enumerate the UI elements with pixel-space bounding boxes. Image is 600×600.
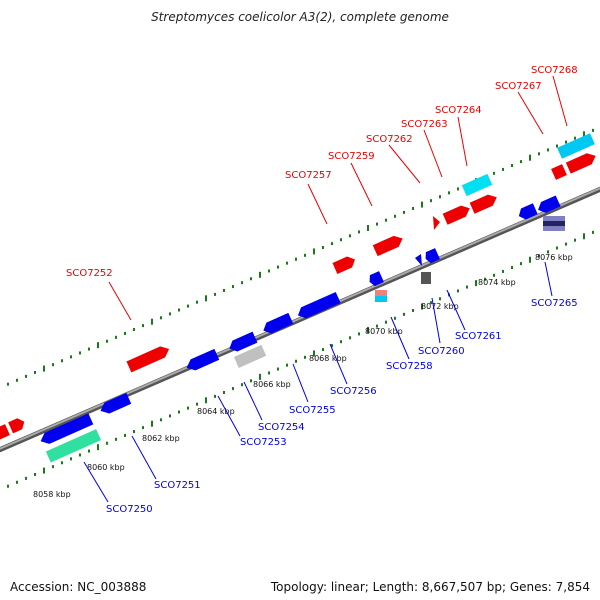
scale-label: 8076 kbp bbox=[535, 253, 573, 262]
gene-label[interactable]: SCO7268 bbox=[531, 65, 578, 76]
gene-label[interactable]: SCO7259 bbox=[328, 151, 375, 162]
gene-feature[interactable] bbox=[557, 133, 595, 159]
gene-feature[interactable] bbox=[423, 248, 440, 264]
scale-label: 8068 kbp bbox=[309, 354, 347, 363]
callout-line bbox=[307, 183, 328, 225]
genome-summary-text: Topology: linear; Length: 8,667,507 bp; … bbox=[270, 580, 590, 594]
callout-line bbox=[292, 363, 309, 403]
gene-feature[interactable] bbox=[516, 203, 538, 221]
callout-line bbox=[108, 281, 132, 321]
callout-line bbox=[446, 289, 466, 331]
gene-feature[interactable] bbox=[543, 216, 565, 221]
gene-label[interactable]: SCO7267 bbox=[495, 81, 542, 92]
gene-feature[interactable] bbox=[0, 424, 10, 442]
callout-line bbox=[390, 316, 410, 360]
callout-line bbox=[243, 381, 263, 421]
gene-label[interactable]: SCO7253 bbox=[240, 437, 287, 448]
scale-label: 8062 kbp bbox=[142, 434, 180, 443]
gene-label[interactable]: SCO7256 bbox=[330, 386, 377, 397]
scale-labels: 8058 kbp 8060 kbp 8062 kbp 8064 kbp 8066… bbox=[33, 253, 573, 499]
callout-line bbox=[457, 116, 468, 167]
callout-line bbox=[329, 343, 348, 385]
gene-feature[interactable] bbox=[536, 195, 561, 215]
gene-feature[interactable] bbox=[98, 392, 132, 417]
gene-feature[interactable] bbox=[442, 203, 473, 225]
gene-feature[interactable] bbox=[551, 164, 567, 180]
gene-label[interactable]: SCO7251 bbox=[154, 480, 201, 491]
callout-line bbox=[431, 297, 441, 344]
gene-feature[interactable] bbox=[184, 348, 220, 373]
gene-label[interactable]: SCO7262 bbox=[366, 134, 413, 145]
gene-label[interactable]: SCO7258 bbox=[386, 361, 433, 372]
reverse-gene-labels: SCO7250 SCO7251 SCO7253 SCO7254 SCO7255 … bbox=[106, 298, 578, 515]
gene-label[interactable]: SCO7261 bbox=[455, 331, 502, 342]
gene-feature[interactable] bbox=[375, 296, 387, 302]
callout-line bbox=[131, 435, 157, 480]
reverse-callouts bbox=[83, 261, 553, 503]
gene-label[interactable]: SCO7257 bbox=[285, 170, 332, 181]
callout-line bbox=[552, 75, 568, 127]
gene-feature[interactable] bbox=[38, 413, 94, 446]
scale-label: 8072 kbp bbox=[421, 302, 459, 311]
gene-feature[interactable] bbox=[332, 254, 358, 274]
gene-feature[interactable] bbox=[433, 216, 440, 230]
gene-feature[interactable] bbox=[543, 226, 565, 231]
gene-feature[interactable] bbox=[372, 233, 405, 257]
accession-text: Accession: NC_003888 bbox=[10, 580, 147, 594]
callout-line bbox=[517, 91, 544, 135]
callout-line bbox=[83, 461, 109, 503]
gene-feature[interactable] bbox=[461, 173, 493, 197]
gene-feature[interactable] bbox=[367, 271, 384, 287]
gene-label[interactable]: SCO7255 bbox=[289, 405, 336, 416]
gene-feature[interactable] bbox=[469, 192, 500, 214]
scale-label: 8060 kbp bbox=[87, 463, 125, 472]
gene-feature[interactable] bbox=[543, 221, 565, 226]
callout-line bbox=[350, 162, 373, 207]
forward-gene-labels: SCO7252 SCO7257 SCO7259 SCO7262 SCO7263 … bbox=[66, 65, 578, 279]
gene-label[interactable]: SCO7254 bbox=[258, 422, 305, 433]
gene-label[interactable]: SCO7260 bbox=[418, 346, 465, 357]
gene-feature[interactable] bbox=[415, 254, 422, 266]
gene-label[interactable]: SCO7265 bbox=[531, 298, 578, 309]
reverse-features bbox=[38, 195, 565, 463]
gene-label[interactable]: SCO7252 bbox=[66, 268, 113, 279]
scale-label: 8064 kbp bbox=[197, 407, 235, 416]
forward-callouts bbox=[108, 75, 568, 321]
gene-feature[interactable] bbox=[227, 331, 258, 354]
scale-label: 8070 kbp bbox=[365, 327, 403, 336]
genome-axis-highlight bbox=[0, 187, 600, 450]
gene-feature[interactable] bbox=[296, 291, 341, 321]
gene-label[interactable]: SCO7263 bbox=[401, 119, 448, 130]
gene-feature[interactable] bbox=[565, 150, 598, 174]
gene-feature[interactable] bbox=[8, 416, 27, 434]
gene-feature[interactable] bbox=[233, 344, 267, 368]
tick-tracks bbox=[7, 128, 594, 488]
callout-line bbox=[217, 395, 241, 437]
gene-feature[interactable] bbox=[45, 429, 102, 463]
scale-label: 8058 kbp bbox=[33, 490, 71, 499]
gene-feature[interactable] bbox=[126, 344, 171, 373]
scale-label: 8074 kbp bbox=[478, 278, 516, 287]
callout-line bbox=[544, 261, 553, 297]
gene-feature[interactable] bbox=[375, 290, 387, 296]
genome-title: Streptomyces coelicolor A3(2), complete … bbox=[151, 10, 449, 24]
gene-label[interactable]: SCO7264 bbox=[435, 105, 482, 116]
scale-label: 8066 kbp bbox=[253, 380, 291, 389]
forward-features bbox=[0, 133, 598, 442]
gene-label[interactable]: SCO7250 bbox=[106, 504, 153, 515]
gene-feature[interactable] bbox=[421, 272, 431, 284]
gene-feature[interactable] bbox=[261, 312, 294, 336]
callout-line bbox=[388, 144, 421, 184]
callout-line bbox=[423, 129, 443, 178]
